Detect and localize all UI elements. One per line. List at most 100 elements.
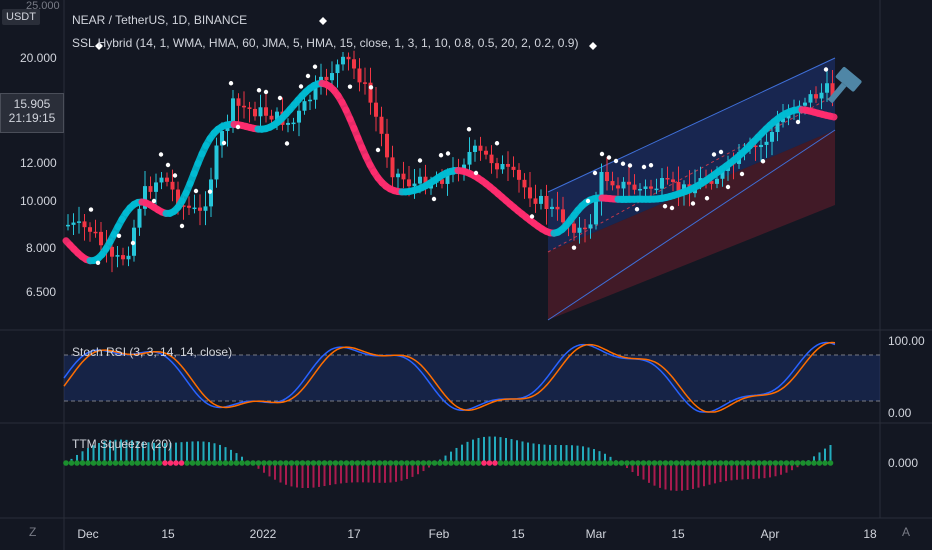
candle-body [297, 110, 301, 123]
ssl-dot [613, 158, 619, 164]
candle-body [638, 188, 642, 191]
ttm-dot [486, 460, 493, 466]
candle-body [385, 133, 389, 158]
ttm-dot [327, 460, 333, 466]
candle-body [363, 82, 367, 84]
ssl-dot [172, 173, 178, 178]
candle-body [258, 107, 263, 117]
ttm-dot [107, 460, 113, 466]
ttm-dot [602, 460, 608, 466]
candle-body [489, 154, 494, 164]
candle-body [819, 92, 824, 99]
ttm-dot [734, 460, 740, 466]
ttm-dot [651, 460, 658, 466]
stoch-y-top: 100.00 [888, 334, 925, 348]
candle-body [759, 144, 763, 148]
ttm-legend[interactable]: TTM Squeeze (20) [72, 437, 173, 451]
candle-body [77, 221, 81, 223]
ttm-dot [173, 460, 179, 466]
candle-body [572, 223, 576, 233]
ttm-dot [580, 460, 586, 466]
y-label: 12.000 [20, 156, 57, 170]
ssl-dot [704, 196, 710, 201]
ssl-dot [228, 81, 234, 86]
ttm-dot [739, 460, 746, 466]
ttm-dot [816, 460, 823, 466]
candle-body [610, 181, 615, 186]
candle-body [621, 181, 626, 189]
ssl-dot [760, 159, 766, 164]
currency-label[interactable]: USDT [2, 9, 40, 25]
hammer-icon[interactable] [821, 66, 863, 109]
candle-body [484, 150, 488, 155]
ttm-dot [332, 460, 339, 466]
ttm-dot [437, 460, 443, 466]
stoch-legend[interactable]: Stoch RSI (3, 3, 14, 14, close) [72, 345, 233, 359]
ssl-dot [298, 84, 304, 89]
ttm-dot [305, 460, 311, 466]
diamond-marker [319, 17, 327, 25]
ttm-dot [184, 460, 190, 466]
ttm-dot [244, 460, 251, 466]
x-label: Apr [760, 527, 780, 541]
auto-scale-toggle[interactable]: A [902, 525, 911, 539]
ttm-dot [283, 460, 289, 466]
regression-channel-upper [548, 58, 835, 252]
ttm-dot [68, 460, 75, 466]
candle-body [412, 183, 417, 187]
candle-body [341, 56, 345, 65]
candle-body [137, 208, 142, 228]
ssl-dot [235, 124, 241, 130]
candle-body [709, 180, 714, 184]
ttm-dot [596, 460, 603, 466]
ssl-dot [473, 170, 479, 176]
channel-bottom-line [547, 129, 836, 321]
candle-body [671, 179, 675, 182]
candle-body [616, 185, 620, 189]
ttm-dot [756, 460, 762, 466]
candle-body [654, 188, 659, 191]
ttm-dot [552, 460, 559, 466]
ssl-dot [571, 245, 577, 250]
ttm-dot [662, 460, 669, 466]
ttm-dot [827, 460, 834, 466]
ttm-dot [536, 460, 542, 466]
ttm-dot [178, 460, 185, 466]
ssl-dot [739, 171, 745, 177]
candle-body [517, 169, 521, 180]
candle-body [231, 98, 235, 122]
ssl-dot [256, 88, 262, 93]
ttm-dot [255, 460, 262, 466]
stoch-d-line [63, 341, 836, 413]
ssl-dot [494, 141, 500, 146]
ttm-dot [629, 460, 636, 466]
ssl-dot [165, 162, 171, 168]
ttm-dot [90, 460, 97, 466]
ttm-dot [277, 460, 284, 466]
ssl-dot [795, 119, 801, 125]
ttm-dot [745, 460, 751, 466]
ttm-dot [497, 460, 504, 466]
ttm-dot [233, 460, 240, 466]
ttm-dot [96, 460, 102, 466]
candle-body [808, 94, 813, 103]
ttm-dot [85, 460, 91, 466]
ssl-dot [725, 184, 731, 190]
ssl-dot [151, 198, 157, 204]
symbol-legend[interactable]: NEAR / TetherUS, 1D, BINANCE [72, 13, 248, 27]
candle-body [506, 164, 510, 167]
ttm-dot [365, 460, 372, 466]
ttm-dot [728, 460, 735, 466]
x-label: 17 [347, 527, 361, 541]
log-scale-toggle[interactable]: Z [29, 525, 37, 539]
ttm-dot [63, 460, 69, 466]
ssl-dot [592, 170, 598, 176]
candle-body [676, 181, 681, 192]
y-label-top-partial: 25.000 [26, 0, 60, 12]
ttm-dot [74, 460, 80, 466]
candle-body [357, 68, 362, 83]
indicator-legend[interactable]: SSL Hybrid (14, 1, WMA, HMA, 60, JMA, 5,… [72, 36, 579, 50]
ssl-dot [158, 152, 164, 157]
ssl-dot [620, 161, 626, 166]
